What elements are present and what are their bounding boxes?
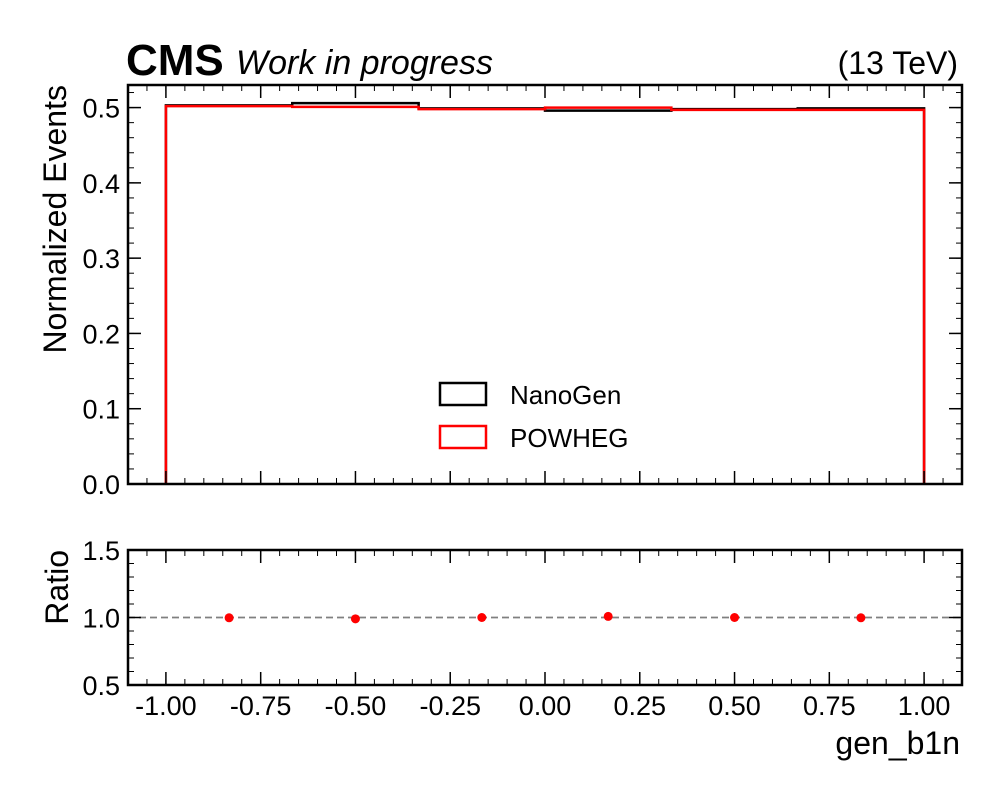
x-tick-label: 0.75 xyxy=(803,691,856,721)
ratio-y-axis-title: Ratio xyxy=(39,550,75,625)
experiment-label: CMS xyxy=(126,36,224,85)
main-y-tick-label: 0.5 xyxy=(82,94,120,124)
histogram-powheg xyxy=(164,104,926,484)
ratio-point xyxy=(350,614,360,624)
ratio-point xyxy=(224,613,234,623)
x-tick-label: 1.00 xyxy=(898,691,951,721)
x-tick-label: -0.25 xyxy=(419,691,481,721)
legend-swatch-powheg xyxy=(438,424,488,450)
ratio-point xyxy=(730,613,740,622)
main-y-tick-label: 0.3 xyxy=(82,244,120,274)
main-panel: 0.0 0.1 0.2 0.3 0.4 0.5 xyxy=(82,83,964,500)
ratio-y-tick-label: 1.5 xyxy=(82,536,120,566)
legend: NanoGen POWHEG xyxy=(438,380,628,453)
ratio-point xyxy=(856,613,866,623)
x-tick-label: -1.00 xyxy=(135,691,197,721)
legend-label-nanogen: NanoGen xyxy=(510,380,621,410)
main-y-tick-label: 0.4 xyxy=(82,169,120,199)
main-y-tick-label: 0.1 xyxy=(82,395,120,425)
ratio-y-tick-label: 0.5 xyxy=(82,671,120,701)
ratio-panel: 0.5 1.0 1.5 -1.00 -0.75 -0.50 -0.25 0.00 0.25 0.5… xyxy=(82,536,964,721)
x-tick-label: -0.75 xyxy=(230,691,292,721)
ratio-point xyxy=(477,613,487,622)
main-y-tick-label: 0.0 xyxy=(82,470,120,500)
ratio-point xyxy=(603,611,613,621)
energy-label: (13 TeV) xyxy=(838,45,958,81)
x-tick-label: -0.50 xyxy=(325,691,387,721)
legend-label-powheg: POWHEG xyxy=(510,423,628,453)
main-y-tick-label: 0.2 xyxy=(82,319,120,349)
main-plot-frame xyxy=(126,83,964,486)
x-tick-label: 0.50 xyxy=(708,691,761,721)
ratio-y-tick-label: 1.0 xyxy=(82,604,120,634)
status-label: Work in progress xyxy=(236,44,493,82)
x-tick-label: 0.25 xyxy=(613,691,666,721)
ratio-plot-frame xyxy=(126,548,964,687)
x-axis-title: gen_b1n xyxy=(835,725,960,761)
y-axis-title: Normalized Events xyxy=(37,85,73,354)
legend-swatch-nanogen xyxy=(438,381,488,407)
x-tick-label: 0.00 xyxy=(519,691,572,721)
